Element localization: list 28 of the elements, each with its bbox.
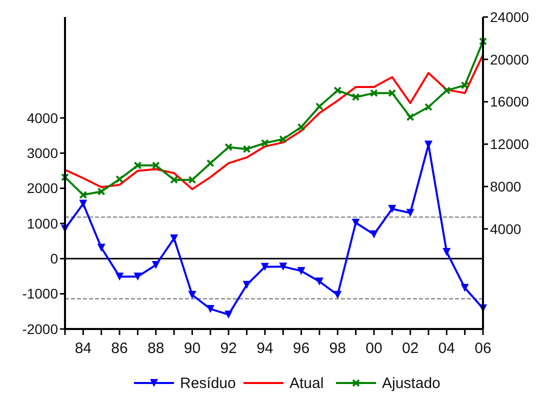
y-tick-label: 2000 xyxy=(26,180,58,196)
y-tick-label: -2000 xyxy=(22,320,58,337)
y2-tick-label: 8000 xyxy=(490,178,522,194)
y-tick-label: -1000 xyxy=(22,286,58,302)
x-tick-label: 90 xyxy=(184,340,201,357)
y-tick-label: 1000 xyxy=(26,215,58,232)
y-tick-label: 3000 xyxy=(26,145,58,162)
y-tick-label: 0 xyxy=(50,250,58,267)
y2-tick-label: 4000 xyxy=(490,220,522,237)
y2-tick-label: 20000 xyxy=(490,51,530,68)
x-tick-label: 86 xyxy=(111,340,128,357)
y2-tick-label: 16000 xyxy=(490,94,530,110)
legend-label: Atual xyxy=(290,375,324,392)
x-tick-label: 88 xyxy=(148,340,164,357)
x-tick-label: 84 xyxy=(74,340,92,357)
legend-label: Ajustado xyxy=(382,375,440,392)
y2-tick-label: 12000 xyxy=(490,136,530,152)
y2-tick-label: 24000 xyxy=(490,8,530,25)
x-tick-label: 98 xyxy=(329,340,346,357)
x-tick-label: 96 xyxy=(292,340,310,357)
x-tick-label: 00 xyxy=(366,340,382,357)
x-tick-label: 92 xyxy=(220,340,237,357)
legend-label: Resíduo xyxy=(180,375,236,392)
x-tick-label: 02 xyxy=(402,340,419,357)
x-tick-label: 94 xyxy=(256,340,274,357)
x-tick-label: 04 xyxy=(438,340,455,357)
x-tick-label: 06 xyxy=(474,340,492,357)
y-tick-label: 4000 xyxy=(26,110,58,126)
